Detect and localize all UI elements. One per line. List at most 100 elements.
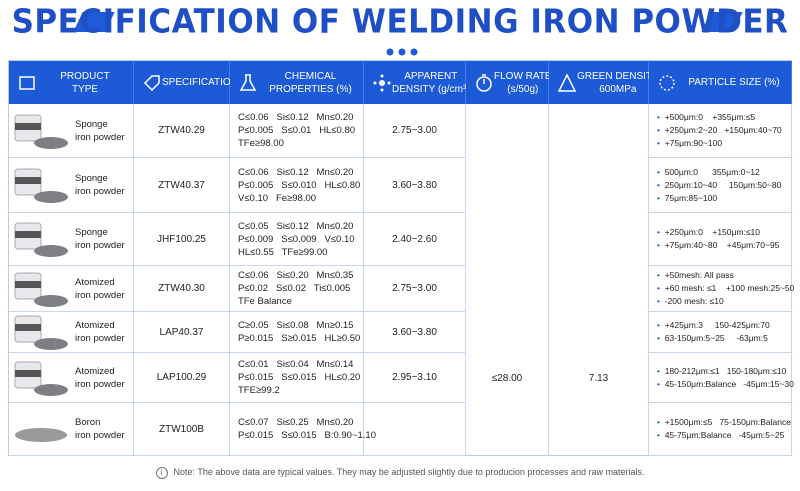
density-cell: 3.60~3.80: [364, 312, 466, 353]
chemical: C≥0.05 Si≤0.08 Mn≥0.15 P≥0.015 S≥0.015 HL…: [238, 319, 360, 345]
chemical-cell: C≤0.06 Si≤0.12 Mn≤0.20 P≤0.005 S≤0.01 HL≤…: [230, 104, 364, 158]
product-image: [14, 222, 68, 257]
flow-rate-cell: [466, 403, 549, 456]
chemical-line: P≤0.005 S≤0.01 HL≤0.80: [238, 125, 356, 136]
product-name: Atomized iron powder: [75, 276, 125, 302]
product-name-line: iron powder: [75, 186, 125, 197]
green-density-cell: [549, 312, 649, 353]
header-cell: PARTICLE SIZE (%): [649, 61, 792, 104]
green-density-cell: [549, 104, 649, 158]
product-name-line: iron powder: [75, 333, 125, 344]
product-name-line: Sponge: [75, 227, 108, 238]
product-cell: Sponge iron powder: [9, 213, 134, 266]
spec-cell: ZTW40.30: [134, 266, 230, 312]
spec-cell: LAP40.37: [134, 312, 230, 353]
spec-cell: ZTW40.37: [134, 158, 230, 213]
green-density-cell: [549, 266, 649, 312]
header-text: PARTICLE SIZE (%): [677, 76, 791, 89]
product-image: [15, 428, 67, 442]
chemical-cell: C≤0.05 Si≤0.12 Mn≤0.20 P≤0.009 S≤0.009 V≤…: [230, 213, 364, 266]
particle: +250μm:0 +150μm:≤10+75μm:40~80 +45μm:70~…: [657, 226, 780, 252]
product-name-line: Atomized: [75, 365, 115, 377]
header-cell: APPARENT DENSITY (g/cm³): [364, 61, 470, 104]
chemical-cell: C≥0.05 Si≤0.08 Mn≥0.15 P≥0.015 S≥0.015 HL…: [230, 312, 364, 353]
particle-cell: +1500μm:≤5 75-150μm:Balance45-75μm:Balan…: [649, 403, 792, 456]
title: SPECIFICATION OF WELDING IRON POWDER: [11, 3, 789, 41]
product-name-line: iron powder: [75, 289, 125, 301]
product-name: Sponge iron powder: [75, 226, 125, 252]
product-name-line: Boron: [75, 417, 101, 428]
header-icon: [19, 75, 35, 90]
particle-line: +50mesh: All pass: [657, 269, 794, 282]
density-cell: 2.40~2.60: [364, 213, 466, 266]
green-density-cell: [549, 213, 649, 266]
density-cell: 2.95~3.10: [364, 353, 466, 403]
green-density-cell: [549, 403, 649, 456]
header-text: FLOW RATE (s/50g): [494, 70, 552, 96]
header-cell: SPECIFICATIONS: [134, 61, 245, 104]
particle: 500μm:0 355μm:0~12250μm:10~40 150μm:50~8…: [657, 166, 782, 205]
chemical-cell: C≤0.06 Si≤0.20 Mn≤0.35 P≤0.02 S≤0.02 Ti≤0…: [230, 266, 364, 312]
chemical-line: P≤0.015 S≤0.015 HL≤0.20: [238, 372, 361, 383]
spec-cell: JHF100.25: [134, 213, 230, 266]
header-text: APPARENT DENSITY (g/cm³): [392, 70, 470, 96]
product-name: Boron iron powder: [75, 416, 125, 442]
chemical-cell: C≤0.06 Si≤0.12 Mn≤0.20 P≤0.005 S≤0.010 HL…: [230, 158, 364, 213]
product-image: [14, 361, 68, 396]
product-cell: Sponge iron powder: [9, 158, 134, 213]
particle-line: 75μm:85~100: [657, 192, 781, 205]
chemical-line: TFe≥98.00: [238, 138, 284, 149]
product-name-line: Atomized: [75, 276, 115, 288]
header-text: CHEMICAL PROPERTIES (%): [258, 70, 363, 96]
chemical-line: C≤0.06 Si≤0.12 Mn≤0.20: [238, 166, 354, 178]
chemical-line: C≥0.05 Si≤0.08 Mn≥0.15: [238, 320, 354, 331]
particle-cell: +50mesh: All pass+60 mesh: ≤1 +100 mesh:…: [649, 266, 795, 312]
flow-rate-cell: [466, 104, 549, 158]
header-text: PRODUCT TYPE: [37, 70, 133, 96]
particle-cell: +425μm:3 150-425μm:7063-150μm:5~25 -63μm…: [649, 312, 792, 353]
chemical: C≤0.01 Si≤0.04 Mn≤0.14 P≤0.015 S≤0.015 HL…: [238, 358, 360, 397]
particle-line: +425μm:3 150-425μm:70: [657, 319, 770, 332]
header-text-line: 600MPa: [599, 83, 637, 95]
product-name: Atomized iron powder: [75, 319, 125, 345]
header-cell: GREEN DENSITY 600MPa: [549, 61, 659, 104]
chemical: C≤0.07 Si≤0.25 Mn≤0.20 P≤0.015 S≤0.015 B:…: [238, 416, 376, 442]
chemical-line: P≤0.015 S≤0.015 B:0.90~1.10: [238, 430, 376, 441]
spec-cell: ZTW100B: [134, 403, 230, 456]
header-text-line: PARTICLE SIZE (%): [688, 77, 780, 88]
spec-cell: ZTW40.29: [134, 104, 230, 158]
particle-cell: +250μm:0 +150μm:≤10+75μm:40~80 +45μm:70~…: [649, 213, 792, 266]
product-image: [14, 114, 68, 149]
flow-rate-cell: [466, 312, 549, 353]
chemical-line: C≤0.05 Si≤0.12 Mn≤0.20: [238, 220, 354, 232]
header-text: GREEN DENSITY 600MPa: [577, 70, 659, 96]
product-image: [14, 168, 68, 203]
product-cell: Atomized iron powder: [9, 266, 134, 312]
product-image: [14, 272, 68, 307]
particle-line: +250μm:0 +150μm:≤10: [657, 226, 779, 239]
header-cell: CHEMICAL PROPERTIES (%): [230, 61, 364, 104]
product-name: Sponge iron powder: [75, 172, 125, 198]
particle-line: +75μm:40~80 +45μm:70~95: [657, 239, 780, 252]
particle-cell: 500μm:0 355μm:0~12250μm:10~40 150μm:50~8…: [649, 158, 792, 213]
chemical-line: HL≤0.55 TFe≥99.00: [238, 246, 328, 258]
chemical-line: C≤0.06 Si≤0.12 Mn≤0.20: [238, 112, 354, 123]
flow-rate-cell: [466, 266, 549, 312]
product-cell: Sponge iron powder: [9, 104, 134, 158]
particle-cell: 180-212μm:≤1 150-180μm:≤1045-150μm:Balan…: [649, 353, 794, 403]
header-icon: [143, 74, 160, 91]
header-icon: [239, 73, 257, 91]
decor: [384, 43, 420, 56]
particle-line: 45-75μm:Balance -45μm:5~25: [657, 429, 791, 442]
product-name: Atomized iron powder: [75, 365, 125, 391]
chemical: C≤0.06 Si≤0.20 Mn≤0.35 P≤0.02 S≤0.02 Ti≤0…: [238, 269, 353, 308]
chemical-line: P≤0.009 S≤0.009 V≤0.10: [238, 233, 355, 245]
header-icon: [659, 74, 675, 91]
product-cell: Atomized iron powder: [9, 353, 134, 403]
particle: +500μm:0 +355μm:≤5+250μm:2~20 +150μm:40~…: [657, 111, 782, 150]
note-text: Note: The above data are typical values.…: [173, 467, 645, 477]
particle: +50mesh: All pass+60 mesh: ≤1 +100 mesh:…: [657, 269, 795, 308]
header-icon: [373, 74, 391, 91]
particle-line: 45-150μm:Balance -45μm:15~30: [657, 378, 794, 391]
particle: 180-212μm:≤1 150-180μm:≤1045-150μm:Balan…: [657, 365, 794, 391]
